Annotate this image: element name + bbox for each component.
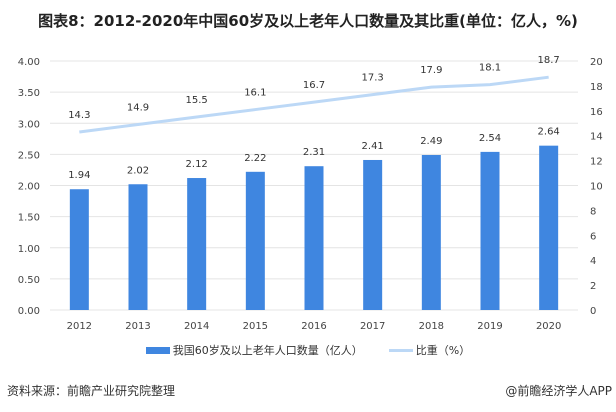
line-data-label: 16.7 bbox=[303, 80, 325, 91]
bar-data-label: 2.49 bbox=[420, 136, 442, 147]
x-tick-label: 2015 bbox=[243, 321, 268, 332]
line-data-label: 16.1 bbox=[244, 88, 266, 99]
x-tick-label: 2020 bbox=[536, 321, 561, 332]
legend-swatch-bar bbox=[145, 346, 170, 354]
line-data-label: 14.3 bbox=[68, 110, 90, 121]
brand-credit: @前瞻经济学人APP bbox=[505, 384, 612, 398]
y-left-tick-label: 1.00 bbox=[18, 244, 40, 255]
bar-data-label: 2.41 bbox=[362, 141, 384, 152]
y-left-tick-label: 2.00 bbox=[18, 182, 40, 193]
x-tick-label: 2012 bbox=[67, 321, 92, 332]
legend: 我国60岁及以上老年人口数量（亿人） 比重（%） bbox=[0, 342, 616, 358]
line-data-label: 18.1 bbox=[479, 63, 501, 74]
y-right-tick-label: 18 bbox=[590, 82, 603, 93]
y-right-tick-label: 0 bbox=[590, 306, 596, 317]
y-right-tick-label: 8 bbox=[590, 206, 596, 217]
bar bbox=[304, 166, 324, 310]
source-note: 资料来源：前瞻产业研究院整理 bbox=[7, 384, 176, 398]
y-left-tick-label: 0.00 bbox=[18, 306, 40, 317]
x-tick-label: 2019 bbox=[477, 321, 502, 332]
line-data-label: 18.7 bbox=[538, 55, 560, 66]
y-right-tick-label: 6 bbox=[590, 231, 596, 242]
bar-data-label: 2.02 bbox=[127, 165, 149, 176]
bar-data-label: 2.31 bbox=[303, 147, 325, 158]
bar bbox=[480, 151, 500, 310]
y-right-tick-label: 4 bbox=[590, 256, 596, 267]
bar bbox=[363, 159, 383, 310]
x-tick-label: 2013 bbox=[125, 321, 150, 332]
x-tick-label: 2018 bbox=[419, 321, 444, 332]
chart-title: 图表8：2012-2020年中国60岁及以上老年人口数量及其比重(单位：亿人，%… bbox=[38, 12, 578, 30]
x-tick-label: 2017 bbox=[360, 321, 385, 332]
bar bbox=[245, 171, 265, 310]
bar-data-label: 1.94 bbox=[68, 170, 90, 181]
bar-data-label: 2.54 bbox=[479, 133, 501, 144]
line-data-label: 15.5 bbox=[186, 95, 208, 106]
bar bbox=[69, 189, 89, 310]
y-left-tick-label: 4.00 bbox=[18, 57, 40, 68]
line-data-label: 17.3 bbox=[362, 73, 384, 84]
y-left-tick-label: 0.50 bbox=[18, 275, 40, 286]
bar bbox=[128, 184, 148, 310]
x-tick-label: 2016 bbox=[301, 321, 326, 332]
y-right-tick-label: 10 bbox=[590, 182, 603, 193]
bar-data-label: 2.22 bbox=[244, 153, 266, 164]
y-left-tick-label: 2.50 bbox=[18, 150, 40, 161]
y-left-tick-label: 3.00 bbox=[18, 119, 40, 130]
legend-label-ratio: 比重（%） bbox=[415, 344, 471, 357]
y-right-tick-label: 20 bbox=[590, 57, 603, 68]
legend-label-population: 我国60岁及以上老年人口数量（亿人） bbox=[172, 344, 363, 357]
bar bbox=[421, 154, 441, 310]
bar bbox=[539, 145, 559, 310]
ratio-line bbox=[79, 75, 549, 134]
legend-swatch-line bbox=[388, 348, 413, 352]
y-left-tick-label: 1.50 bbox=[18, 213, 40, 224]
line-data-label: 17.9 bbox=[420, 65, 442, 76]
bar-data-label: 2.12 bbox=[186, 159, 208, 170]
bar bbox=[187, 178, 207, 310]
x-tick-label: 2014 bbox=[184, 321, 209, 332]
legend-item-population: 我国60岁及以上老年人口数量（亿人） bbox=[145, 342, 363, 358]
y-right-tick-label: 2 bbox=[590, 281, 596, 292]
y-right-tick-label: 14 bbox=[590, 132, 603, 143]
line-data-label: 14.9 bbox=[127, 102, 149, 113]
y-right-tick-label: 12 bbox=[590, 157, 603, 168]
y-left-tick-label: 3.50 bbox=[18, 88, 40, 99]
bar-data-label: 2.64 bbox=[538, 127, 560, 138]
y-right-tick-label: 16 bbox=[590, 107, 603, 118]
chart-plot: 0.00 0.50 1.00 1.50 2.00 2.50 3.00 3.50 4.00 0 2 4 6… bbox=[18, 55, 603, 332]
legend-item-ratio: 比重（%） bbox=[388, 342, 471, 358]
